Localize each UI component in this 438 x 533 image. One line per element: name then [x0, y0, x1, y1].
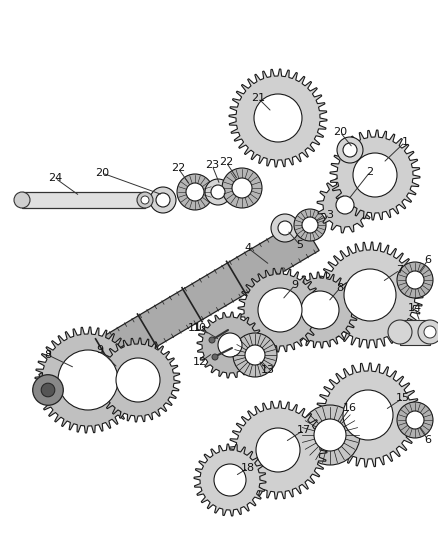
Text: 18: 18: [241, 463, 255, 473]
Text: 21: 21: [251, 93, 265, 103]
Circle shape: [343, 390, 393, 440]
Circle shape: [222, 168, 262, 208]
Text: 10: 10: [193, 323, 207, 333]
Text: 3: 3: [326, 210, 333, 220]
Polygon shape: [22, 192, 145, 208]
Circle shape: [294, 209, 326, 241]
Text: 5: 5: [297, 240, 304, 250]
Circle shape: [58, 350, 118, 410]
Circle shape: [214, 464, 246, 496]
Circle shape: [406, 411, 424, 429]
Polygon shape: [330, 130, 420, 220]
Text: 23: 23: [205, 160, 219, 170]
Polygon shape: [316, 363, 420, 467]
Text: 20: 20: [95, 168, 109, 178]
Circle shape: [406, 271, 424, 289]
Circle shape: [258, 288, 302, 332]
Polygon shape: [238, 268, 322, 352]
Text: 22: 22: [171, 163, 185, 173]
Text: 8: 8: [44, 350, 52, 360]
Circle shape: [209, 337, 215, 343]
Text: 22: 22: [219, 157, 233, 167]
Circle shape: [116, 358, 160, 402]
Circle shape: [233, 333, 277, 377]
Circle shape: [314, 419, 346, 451]
Circle shape: [300, 405, 360, 465]
Circle shape: [271, 214, 299, 242]
Circle shape: [245, 345, 265, 365]
Circle shape: [212, 354, 218, 360]
Circle shape: [302, 217, 318, 233]
Text: 7: 7: [396, 265, 403, 275]
Text: 9: 9: [291, 280, 299, 290]
Circle shape: [301, 291, 339, 329]
Circle shape: [337, 137, 363, 163]
Text: 2: 2: [367, 167, 374, 177]
Text: 9: 9: [96, 345, 103, 355]
Circle shape: [397, 402, 433, 438]
Text: 13: 13: [261, 365, 275, 375]
Circle shape: [211, 185, 225, 199]
Text: 4: 4: [244, 243, 251, 253]
Polygon shape: [39, 220, 319, 406]
Polygon shape: [317, 177, 373, 233]
Text: 24: 24: [48, 173, 62, 183]
Text: 15: 15: [396, 393, 410, 403]
Circle shape: [141, 196, 149, 204]
Polygon shape: [197, 312, 263, 378]
Circle shape: [14, 192, 30, 208]
Polygon shape: [229, 69, 327, 167]
Circle shape: [156, 193, 170, 207]
Circle shape: [218, 333, 242, 357]
Circle shape: [256, 428, 300, 472]
Circle shape: [344, 269, 396, 321]
Circle shape: [353, 153, 397, 197]
Polygon shape: [194, 444, 266, 516]
Circle shape: [424, 326, 436, 338]
Circle shape: [41, 383, 55, 397]
Text: 8: 8: [336, 283, 343, 293]
Circle shape: [397, 262, 433, 298]
Polygon shape: [96, 338, 180, 422]
Text: 6: 6: [424, 435, 431, 445]
Circle shape: [278, 221, 292, 235]
Circle shape: [33, 375, 64, 405]
Circle shape: [232, 178, 252, 198]
Text: 14: 14: [408, 303, 422, 313]
Text: 12: 12: [193, 357, 207, 367]
Circle shape: [137, 192, 153, 208]
Text: 20: 20: [333, 127, 347, 137]
Text: 17: 17: [297, 425, 311, 435]
Circle shape: [336, 196, 354, 214]
Circle shape: [186, 183, 204, 201]
Circle shape: [418, 320, 438, 344]
Text: 6: 6: [424, 255, 431, 265]
Polygon shape: [229, 401, 327, 499]
Circle shape: [343, 143, 357, 157]
Circle shape: [205, 179, 231, 205]
Text: 16: 16: [343, 403, 357, 413]
Polygon shape: [35, 327, 141, 433]
Polygon shape: [400, 320, 430, 345]
Circle shape: [150, 187, 176, 213]
Circle shape: [388, 320, 412, 344]
Circle shape: [254, 94, 302, 142]
Polygon shape: [317, 242, 423, 348]
Polygon shape: [282, 272, 358, 348]
Circle shape: [177, 174, 213, 210]
Text: 1: 1: [402, 137, 409, 147]
Text: 11: 11: [188, 323, 202, 333]
